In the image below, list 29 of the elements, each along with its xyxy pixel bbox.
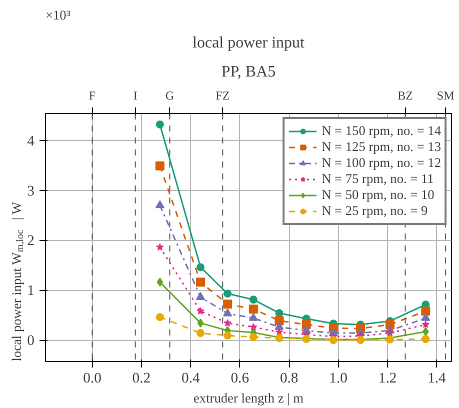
x-tick-label: 1.4 bbox=[428, 370, 447, 386]
chart-subtitle: PP, BA5 bbox=[221, 64, 276, 80]
ref-line-label: F bbox=[88, 88, 96, 102]
legend-label: N = 100 rpm, no. = 12 bbox=[322, 155, 441, 171]
y-tick-label: 4 bbox=[27, 133, 36, 150]
x-axis-title: extruder length z | m bbox=[194, 390, 304, 406]
ref-line-label: BZ bbox=[398, 88, 413, 102]
y-tick-label: 0 bbox=[27, 333, 34, 350]
x-tick-label: 0.0 bbox=[83, 370, 102, 386]
ref-line-label: SM bbox=[436, 88, 455, 102]
y-tick-label: 1 bbox=[27, 283, 34, 300]
legend-label: N = 50 rpm, no. = 10 bbox=[322, 187, 434, 203]
legend-label: N = 150 rpm, no. = 14 bbox=[322, 123, 441, 139]
x-tick-label: 1.2 bbox=[378, 370, 397, 386]
legend-label: N = 125 rpm, no. = 13 bbox=[322, 139, 441, 155]
ref-line-label: FZ bbox=[216, 88, 230, 102]
text: ×10³ bbox=[46, 8, 70, 22]
legend-label: N = 75 rpm, no. = 11 bbox=[322, 171, 434, 187]
x-tick-label: 0.2 bbox=[132, 370, 151, 386]
x-tick-label: 0.4 bbox=[182, 370, 201, 386]
ref-line-label: I bbox=[133, 88, 138, 102]
x-tick-label: 0.8 bbox=[280, 370, 298, 386]
x-tick-label: 0.6 bbox=[230, 370, 250, 386]
y-tick-label: 3 bbox=[27, 183, 34, 200]
y-tick-label: 2 bbox=[27, 233, 34, 250]
legend-label: N = 25 rpm, no. = 9 bbox=[322, 203, 428, 219]
chart-title: local power input bbox=[192, 34, 306, 52]
ref-line-label: G bbox=[165, 88, 174, 102]
x-tick-label: 1.0 bbox=[329, 370, 348, 386]
